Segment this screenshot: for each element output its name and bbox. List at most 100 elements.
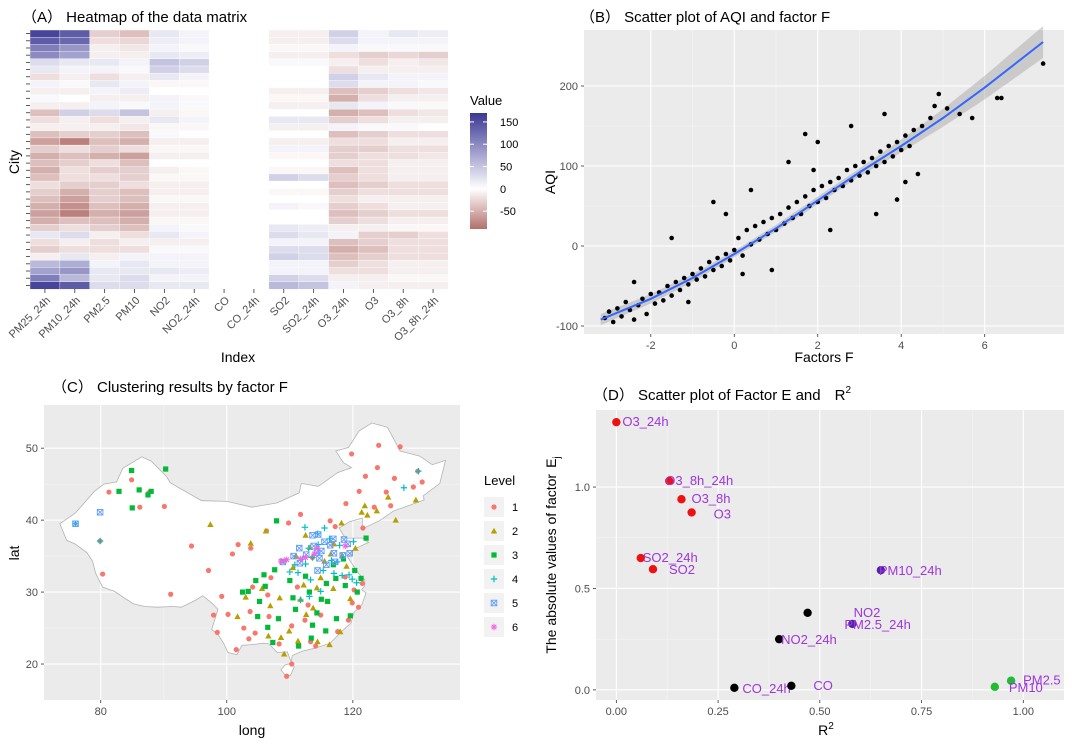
city-point-level-3 — [318, 596, 324, 602]
x-tick-label: 2 — [815, 340, 821, 352]
heatmap-cell — [149, 224, 180, 232]
heatmap-cell — [208, 130, 240, 139]
heatmap-cell — [298, 152, 330, 161]
heatmap-cell — [149, 202, 180, 211]
city-point-level-3 — [129, 505, 135, 511]
x-tick-label: SO2 — [268, 295, 292, 319]
heatmap-cell — [388, 216, 419, 225]
panel-d-y-axis-title-sub: j — [552, 456, 563, 459]
heatmap-cell — [268, 108, 300, 117]
heatmap-cell — [268, 65, 300, 74]
x-tick-label: 6 — [982, 340, 988, 352]
city-point-level-1 — [371, 504, 377, 510]
scatter-point — [677, 287, 683, 293]
city-point-level-6 — [302, 554, 309, 561]
factor-point-label: NO2 — [854, 605, 881, 620]
heatmap-cell — [179, 209, 210, 218]
city-point-level-3 — [255, 613, 261, 620]
heatmap-cell — [358, 231, 389, 240]
heatmap-cell — [89, 260, 121, 268]
heatmap-cell — [89, 267, 121, 276]
city-point-level-2 — [373, 507, 380, 514]
city-point-level-1 — [205, 567, 212, 574]
city-point-level-3 — [245, 588, 251, 594]
scatter-point — [999, 95, 1004, 101]
heatmap-cell — [59, 80, 91, 89]
heatmap-cell — [179, 101, 210, 110]
panel-a-cells — [29, 29, 449, 290]
city-point-level-5 — [290, 552, 297, 560]
heatmap-cell — [29, 231, 61, 240]
heatmap-cell — [328, 180, 359, 189]
heatmap-cell — [298, 123, 330, 132]
scatter-point — [994, 95, 1000, 101]
heatmap-cell — [268, 101, 300, 110]
legend-level-label: 2 — [512, 526, 518, 538]
city-point-level-1 — [241, 625, 247, 631]
scatter-point — [786, 159, 791, 165]
heatmap-cell — [328, 72, 359, 81]
heatmap-cell — [417, 281, 449, 290]
heatmap-cell — [179, 36, 210, 45]
heatmap-cell — [149, 195, 180, 204]
heatmap-cell — [328, 123, 359, 132]
heatmap-cell — [149, 65, 180, 74]
city-point-level-1 — [383, 489, 389, 495]
scatter-point — [898, 147, 904, 153]
heatmap-cell — [388, 173, 419, 182]
heatmap-cell — [388, 267, 419, 276]
heatmap-cell — [388, 166, 419, 175]
scatter-point — [711, 267, 716, 273]
city-point-level-2 — [330, 585, 337, 592]
city-point-level-2 — [313, 584, 321, 591]
city-point-level-4 — [345, 571, 353, 579]
heatmap-cell — [29, 216, 61, 225]
scatter-point — [844, 167, 850, 173]
scatter-point — [819, 183, 825, 189]
heatmap-cell — [119, 58, 150, 67]
heatmap-cell — [328, 130, 359, 139]
city-point-level-3 — [145, 492, 151, 498]
scatter-point — [802, 194, 808, 199]
scatter-point — [894, 197, 900, 202]
legend-level-label: 3 — [512, 550, 518, 562]
heatmap-cell — [417, 58, 449, 67]
heatmap-cell — [388, 159, 419, 168]
panel-b-y-axis-title: AQI — [542, 170, 558, 194]
city-point-level-1 — [225, 611, 231, 617]
heatmap-cell — [89, 188, 121, 196]
scatter-point — [769, 267, 775, 273]
heatmap-cell — [29, 130, 61, 139]
heatmap-cell — [298, 130, 330, 139]
scatter-point — [815, 139, 821, 145]
heatmap-cell — [29, 202, 61, 211]
scatter-point — [669, 293, 674, 298]
heatmap-cell — [238, 144, 270, 153]
heatmap-cell — [298, 180, 330, 189]
scatter-point — [648, 291, 654, 297]
scatter-point — [631, 317, 637, 322]
heatmap-cell — [268, 231, 300, 240]
city-point-level-1 — [348, 451, 355, 457]
heatmap-cell — [119, 238, 150, 247]
heatmap-cell — [268, 72, 300, 81]
city-point-level-2 — [364, 511, 371, 518]
heatmap-cell — [238, 108, 270, 117]
heatmap-cell — [417, 137, 449, 146]
city-point-level-5 — [316, 555, 323, 562]
heatmap-cell — [89, 238, 121, 247]
heatmap-cell — [59, 159, 91, 168]
heatmap-cell — [328, 216, 359, 225]
heatmap-cell — [268, 116, 300, 125]
heatmap-cell — [238, 231, 270, 240]
heatmap-cell — [29, 195, 61, 204]
heatmap-cell — [29, 94, 61, 103]
heatmap-cell — [59, 260, 91, 268]
heatmap-cell — [59, 224, 91, 232]
heatmap-cell — [238, 72, 270, 81]
city-point-level-5 — [330, 535, 337, 543]
heatmap-cell — [328, 238, 359, 247]
heatmap-cell — [298, 188, 330, 196]
city-point-level-4 — [353, 579, 360, 586]
heatmap-cell — [29, 44, 61, 53]
